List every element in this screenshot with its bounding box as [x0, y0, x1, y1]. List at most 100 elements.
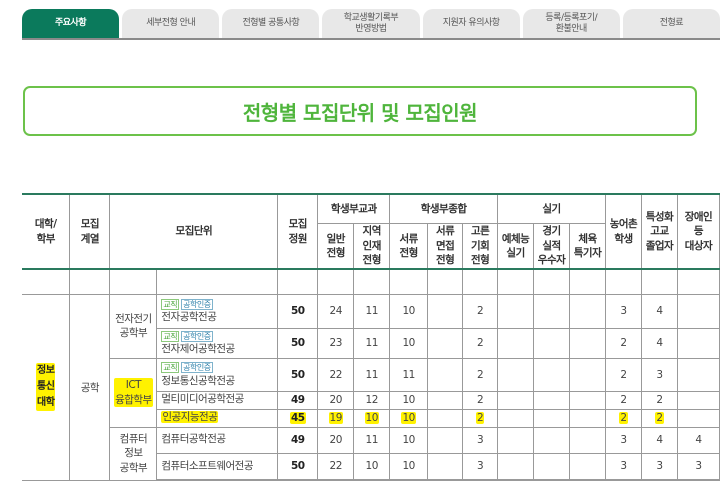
tab-6[interactable]: 전형료 — [622, 9, 720, 38]
value-cell: 2 — [640, 409, 678, 428]
value-cell: 11 — [353, 427, 391, 454]
value-cell: 10 — [389, 427, 429, 454]
value: 4 — [656, 337, 663, 349]
tab-5[interactable]: 등록/등록포기/ 환불안내 — [522, 9, 620, 38]
header-disabled: 장애인 등 대상자 — [676, 193, 720, 270]
value: 3 — [620, 460, 627, 473]
value-cell: 10 — [389, 453, 429, 481]
value-cell: 12 — [353, 391, 391, 410]
value-cell: 4 — [640, 328, 678, 359]
value-cell: 50 — [277, 453, 319, 481]
table-row: ICT 융합학부 교직 공학인증 정보통신공학전공 50 22 11 11 2 2 3 — [22, 358, 720, 428]
value-cell — [427, 427, 464, 454]
major-cell: 컴퓨터소프트웨어전공 — [156, 453, 279, 481]
major-cell: 교직 공학인증 정보통신공학전공 — [156, 358, 279, 392]
badge-teacher: 교직 — [161, 298, 180, 310]
value: 10 — [402, 394, 415, 406]
value-cell — [569, 453, 606, 481]
value-cell: 22 — [317, 453, 355, 481]
header-document: 서류 전형 — [389, 222, 429, 270]
value: 3 — [620, 434, 627, 446]
major-cell: 컴퓨터공학전공 — [156, 427, 279, 454]
value-cell: 2 — [462, 358, 499, 392]
value-cell — [427, 391, 464, 410]
badge-teacher: 교직 — [161, 362, 180, 374]
value-cell — [533, 328, 571, 359]
value: 2 — [620, 337, 627, 349]
value-cell — [427, 328, 464, 359]
major-name: 컴퓨터공학전공 — [161, 433, 226, 446]
department-name: ICT 융합학부 — [114, 378, 153, 407]
value-cell: 3 — [462, 453, 499, 481]
badge-group: 교직 공학인증 — [161, 298, 277, 311]
header-regional: 지역 인재 전형 — [353, 222, 391, 270]
value: 10 — [402, 434, 415, 446]
badge-engineering: 공학인증 — [181, 298, 213, 310]
value-cell — [427, 453, 464, 481]
value: 2 — [477, 368, 484, 381]
value-cell: 50 — [277, 358, 319, 392]
value-cell — [676, 358, 720, 392]
value-cell — [569, 427, 606, 454]
value-cell — [533, 453, 571, 481]
value: 20 — [329, 394, 343, 406]
page-title: 전형별 모집단위 및 모집인원 — [23, 86, 697, 136]
major-cell: 교직 공학인증 전자공학전공 — [156, 294, 279, 329]
value: 50 — [290, 460, 305, 473]
value: 10 — [401, 412, 416, 424]
value: 3 — [477, 434, 484, 446]
value: 3 — [620, 305, 627, 317]
header-group-practical: 실기 — [497, 193, 606, 223]
value: 4 — [656, 434, 663, 446]
value-cell: 50 — [277, 328, 319, 359]
value-cell — [497, 294, 535, 329]
table-row: 컴퓨터소프트웨어전공 50 22 10 10 3 3 3 3 — [22, 453, 720, 481]
value-cell: 4 — [640, 427, 678, 454]
tab-1[interactable]: 세부전형 안내 — [122, 9, 220, 38]
value: 2 — [656, 394, 663, 406]
header-athletic: 경기 실적 우수자 — [533, 222, 571, 270]
value-cell: 20 — [317, 427, 355, 454]
value: 10 — [402, 337, 415, 349]
value-cell: 2 — [640, 391, 678, 410]
value-cell: 2 — [462, 409, 499, 428]
value: 22 — [329, 368, 343, 381]
badge-group: 교직 공학인증 — [161, 330, 277, 343]
tab-3[interactable]: 학교생활기록부 반영방법 — [322, 9, 420, 38]
value: 45 — [289, 412, 306, 424]
value-cell: 10 — [389, 409, 429, 428]
value: 50 — [290, 305, 305, 317]
value: 19 — [328, 412, 343, 424]
value: 2 — [620, 394, 627, 406]
value: 12 — [365, 394, 379, 406]
value-cell — [497, 328, 535, 359]
header-college: 대학/ 학부 — [22, 193, 71, 270]
value-cell: 45 — [277, 409, 319, 428]
value: 3 — [656, 368, 663, 381]
value-cell — [533, 427, 571, 454]
value-cell: 3 — [640, 358, 678, 392]
value-cell — [497, 427, 535, 454]
value: 2 — [477, 394, 484, 406]
value-cell: 11 — [353, 358, 391, 392]
major-name: 전자공학전공 — [161, 311, 217, 323]
major-name: 전자제어공학전공 — [161, 343, 235, 355]
value-cell: 2 — [605, 328, 642, 359]
department-cell: ICT 융합학부 — [109, 358, 158, 428]
header-group-comprehensive: 학생부종합 — [389, 193, 499, 223]
value: 10 — [402, 305, 415, 317]
tab-2[interactable]: 전형별 공통사항 — [222, 9, 320, 38]
value-cell: 2 — [605, 391, 642, 410]
tab-0[interactable]: 주요사항 — [22, 9, 120, 38]
value: 50 — [290, 368, 305, 381]
badge-group: 교직 공학인증 — [161, 361, 277, 374]
badge-engineering: 공학인증 — [181, 362, 213, 374]
value-cell: 10 — [353, 453, 391, 481]
major-cell: 인공지능전공 — [156, 409, 279, 428]
value-cell: 50 — [277, 294, 319, 329]
field-cell: 공학 — [69, 294, 111, 481]
major-cell: 교직 공학인증 전자제어공학전공 — [156, 328, 279, 359]
value: 10 — [364, 412, 379, 424]
tab-4[interactable]: 지원자 유의사항 — [422, 9, 520, 38]
value: 10 — [402, 460, 415, 473]
